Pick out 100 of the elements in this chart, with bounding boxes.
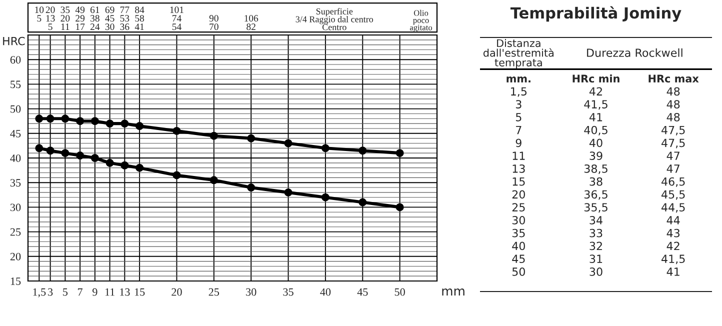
point [136, 164, 144, 172]
x-tick-label: 45 [357, 288, 368, 296]
point [136, 122, 144, 130]
text: 47 [666, 164, 680, 173]
y-tick-label: 15 [10, 278, 21, 285]
point [358, 146, 367, 155]
text: 20 [512, 190, 525, 199]
text: 61 38 24 [90, 6, 100, 30]
text: Durezza Rockwell [587, 48, 682, 57]
text: 90 70 [209, 15, 218, 30]
text: 7 [516, 126, 522, 134]
point [106, 158, 114, 167]
point [120, 161, 129, 170]
x-tick-label: 15 [134, 288, 145, 296]
x-tick-label: 13 [120, 288, 130, 296]
text: 15 [512, 177, 525, 186]
point [90, 117, 99, 126]
text: 38,5 [584, 164, 608, 174]
text: 45 [512, 254, 525, 264]
point [321, 193, 330, 202]
text: 47,5 [662, 126, 685, 136]
text: Temprabilità Jominy [510, 6, 682, 22]
text: 10 5 [35, 6, 44, 22]
text: 36,5 [584, 190, 608, 200]
point [396, 149, 404, 158]
point [247, 184, 256, 192]
text: 50 [512, 268, 525, 276]
text: 48 [666, 100, 680, 108]
point [46, 114, 54, 123]
text: 40 [589, 138, 602, 148]
text: 47 [666, 152, 680, 160]
text: Superficie 3/4 Raggio dal centro Centro [296, 8, 374, 30]
text: 41,5 [662, 254, 685, 264]
text: 5 [516, 113, 522, 122]
x-tick-label: 20 [172, 288, 182, 296]
point [90, 154, 99, 162]
point [210, 132, 218, 140]
point [247, 134, 256, 142]
text: 42 [589, 87, 602, 96]
point [35, 144, 44, 152]
text: 32 [590, 242, 602, 250]
y-tick-label: 45 [10, 130, 21, 138]
text: 30 [590, 268, 602, 276]
text: 40 [512, 242, 525, 250]
text: 39 [590, 152, 602, 160]
point [210, 176, 218, 184]
text: 69 45 30 [105, 6, 114, 30]
point [321, 144, 330, 152]
y-tick-label: 50 [10, 105, 21, 113]
text: 44 [666, 216, 680, 224]
text: Distanza dall'estremità temprata [483, 39, 554, 68]
x-tick-label: 7 [78, 288, 83, 296]
text: 1,5 [511, 87, 527, 97]
point [396, 203, 404, 212]
text: 31 [590, 254, 602, 264]
text: 13 [512, 164, 525, 173]
text: 9 [516, 138, 522, 148]
y-axis-title: HRC [3, 36, 25, 46]
text: 11 [512, 152, 525, 160]
text: 30 [512, 216, 525, 224]
text: 48 [666, 112, 680, 122]
point [76, 117, 84, 126]
y-tick-label: 55 [10, 80, 21, 88]
text: 25 [512, 203, 525, 212]
y-tick-label: 25 [10, 228, 21, 236]
point [172, 171, 181, 180]
text: 106 82 [244, 15, 258, 30]
text: 43 [666, 228, 680, 238]
text: 41 [666, 268, 680, 276]
y-tick-label: 40 [10, 154, 21, 162]
point [35, 114, 44, 123]
point [120, 120, 129, 128]
x-tick-label: 35 [283, 288, 294, 296]
text: 84 58 41 [134, 6, 144, 30]
text: 45,5 [662, 190, 685, 200]
y-tick-label: 30 [10, 204, 21, 212]
text: 20 13 5 [46, 6, 55, 30]
x-tick-label: 11 [105, 288, 114, 296]
text: 3 [516, 100, 522, 108]
text: 41,5 [584, 100, 608, 110]
text: 33 [590, 228, 602, 238]
x-tick-label: 40 [320, 288, 331, 296]
text: 48 [666, 87, 680, 96]
x-tick-label: 9 [92, 288, 98, 296]
point [46, 146, 54, 155]
x-tick-label: 30 [246, 288, 256, 296]
x-tick-label: 1,5 [33, 288, 46, 298]
x-tick-label: 5 [63, 288, 68, 296]
y-tick-label: 20 [10, 252, 21, 260]
y-tick-label: 35 [10, 179, 21, 187]
x-axis-title: mm [442, 288, 464, 296]
text: mm. [506, 76, 530, 82]
text: 44,5 [662, 203, 685, 213]
point [284, 139, 292, 148]
text: 35,5 [584, 203, 608, 213]
text: 40,5 [584, 126, 608, 136]
text: 77 53 36 [120, 6, 130, 30]
text: Olio poco agitato [410, 10, 432, 32]
point [172, 126, 181, 135]
text: 47,5 [662, 138, 685, 148]
